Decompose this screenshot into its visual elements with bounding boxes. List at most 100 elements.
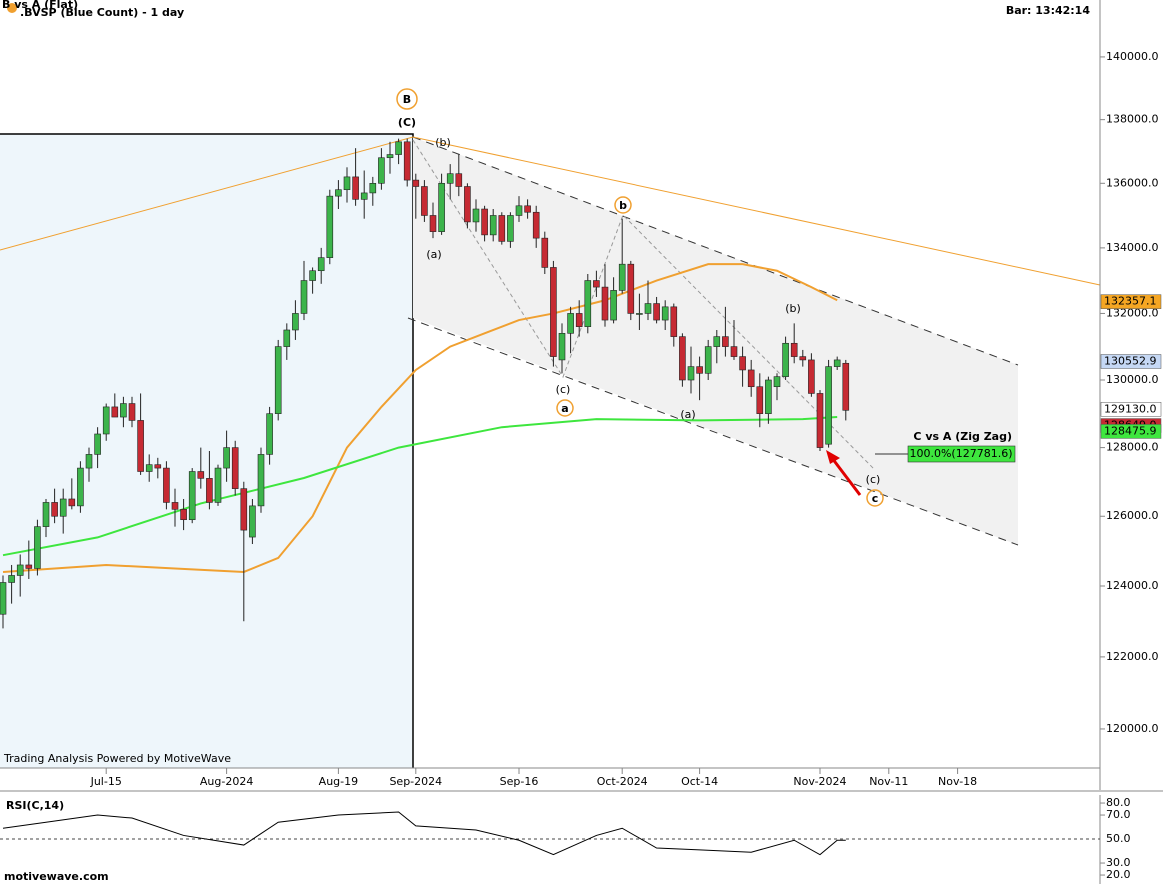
candle-body xyxy=(636,313,643,315)
candle-body xyxy=(51,502,58,517)
y-tick-label: 30.0 xyxy=(1106,856,1131,869)
candle-body xyxy=(378,157,385,184)
candle-body xyxy=(171,502,179,510)
candle-body xyxy=(309,270,316,281)
candle-body xyxy=(661,306,669,321)
x-tick-label: Nov-18 xyxy=(938,775,977,788)
x-tick-label: Oct-2024 xyxy=(597,775,648,788)
candle-body xyxy=(541,237,549,268)
candle-body xyxy=(145,464,153,472)
candle-body xyxy=(120,403,127,418)
y-tick-label: 126000.0 xyxy=(1106,509,1159,522)
y-tick-label: 20.0 xyxy=(1106,868,1131,881)
candle-body xyxy=(395,141,402,155)
wave-path xyxy=(412,139,876,471)
candle-body xyxy=(102,406,110,435)
candle-body xyxy=(352,176,359,200)
candle-body xyxy=(137,420,144,472)
candle-body xyxy=(601,286,609,321)
candle-body xyxy=(360,192,368,200)
candle-body xyxy=(300,280,308,314)
candle-body xyxy=(68,498,76,507)
candle-body xyxy=(653,303,660,321)
candle-body xyxy=(85,454,93,469)
wave-circle xyxy=(614,196,632,214)
candle-body xyxy=(558,333,566,361)
trendline xyxy=(0,136,1101,286)
price-marker xyxy=(1100,354,1162,369)
wave-label: c xyxy=(872,492,879,505)
projection-title: C vs A (Zig Zag) xyxy=(913,430,1012,443)
candle-body xyxy=(704,346,712,374)
chart-title: .BVSP (Blue Count) - 1 day xyxy=(20,6,184,19)
x-tick-label: Sep-2024 xyxy=(389,775,442,788)
candle-body xyxy=(610,290,617,321)
candle-body xyxy=(77,467,84,507)
arrow xyxy=(830,457,862,496)
candle-body xyxy=(94,433,101,455)
candle-body xyxy=(567,313,574,334)
candle-body xyxy=(575,313,583,327)
wave-label: (C) xyxy=(398,116,416,129)
candle-body xyxy=(326,195,334,258)
wave-label: a xyxy=(561,402,568,415)
rsi-title: RSI(C,14) xyxy=(6,799,64,812)
symbol-dot xyxy=(7,3,17,13)
price-marker-label: 129130.0 xyxy=(1104,402,1157,415)
candle-body xyxy=(8,575,15,583)
range-border xyxy=(0,133,414,768)
candle-body xyxy=(163,467,170,503)
candle-body xyxy=(670,306,678,337)
candle-body xyxy=(214,467,222,503)
candle-body xyxy=(369,182,377,194)
candle-body xyxy=(59,498,67,517)
candle-body xyxy=(317,257,325,272)
x-tick-label: Oct-14 xyxy=(681,775,718,788)
y-tick-label: 134000.0 xyxy=(1106,241,1159,254)
wave-label: (b) xyxy=(435,136,451,149)
candle-body xyxy=(825,366,832,445)
y-tick-label: 80.0 xyxy=(1106,796,1131,809)
candle-body xyxy=(593,280,600,288)
candle-body xyxy=(111,406,119,418)
candle-body xyxy=(532,211,540,239)
candle-body xyxy=(722,336,729,347)
candle-body xyxy=(765,379,772,414)
wave-label: (b) xyxy=(785,302,801,315)
candle-body xyxy=(335,189,342,197)
candle-body xyxy=(128,403,136,421)
candle-body xyxy=(816,393,824,448)
y-tick-label: 140000.0 xyxy=(1106,50,1159,63)
candle-body xyxy=(713,336,721,347)
candle-body xyxy=(386,154,394,159)
moving-average xyxy=(2,416,838,557)
candle-body xyxy=(739,356,746,371)
candle-body xyxy=(730,346,738,357)
wave-label: (c) xyxy=(556,383,571,396)
candle-body xyxy=(455,173,463,187)
candle-body xyxy=(25,564,33,569)
price-marker xyxy=(1100,424,1162,439)
candle-body xyxy=(16,564,24,576)
candle-body xyxy=(206,478,213,503)
candle-body xyxy=(154,464,162,469)
wave-circle xyxy=(396,88,418,110)
y-tick-label: 124000.0 xyxy=(1106,579,1159,592)
candle-body xyxy=(782,342,789,377)
projection-label: 100.0%(127781.6) xyxy=(909,447,1012,460)
moving-average xyxy=(2,263,838,573)
wave-label: B xyxy=(403,93,411,106)
candle-body xyxy=(627,263,635,314)
candle-body xyxy=(687,366,695,381)
candle-body xyxy=(773,376,781,388)
wave-label: (a) xyxy=(680,408,695,421)
candle-body xyxy=(747,369,755,388)
x-tick-label: Aug-2024 xyxy=(200,775,253,788)
candle-body xyxy=(696,366,703,374)
y-tick-label: 120000.0 xyxy=(1106,722,1159,735)
subtitle: B vs A (Flat) xyxy=(2,0,78,11)
candle-body xyxy=(550,267,557,357)
wave-circle xyxy=(866,489,884,507)
projection-box xyxy=(907,445,1016,463)
